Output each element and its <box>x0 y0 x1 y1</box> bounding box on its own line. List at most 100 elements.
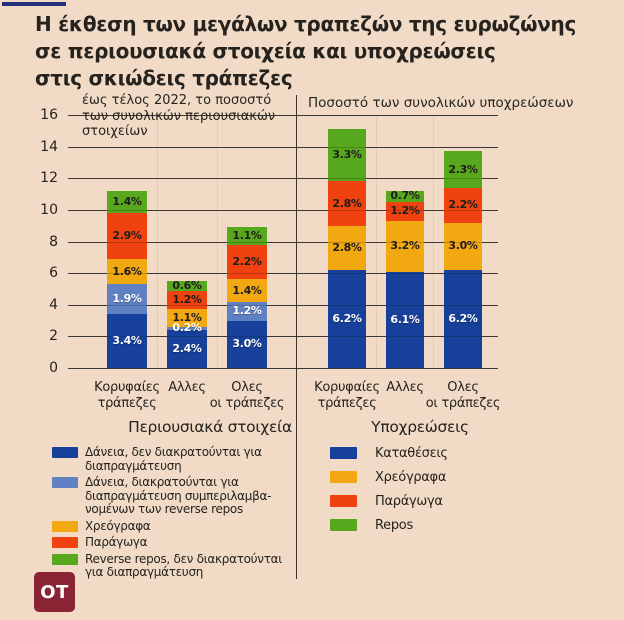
bar-value-label: 2.2% <box>232 255 262 269</box>
bar-value-label: 2.9% <box>112 228 142 242</box>
legend-item: Δάνεια, δεν διακρατούνται για διαπραγμάτ… <box>52 445 297 473</box>
bar-segment <box>167 309 207 327</box>
legend-item: Δάνεια, διακρατούνται για διαπραγμάτευση… <box>52 475 297 517</box>
bar-segment <box>444 222 482 270</box>
gridline <box>68 241 498 243</box>
legend-label: Καταθέσεις <box>375 446 448 461</box>
legend-item: Χρεόγραφα <box>52 518 297 534</box>
bar-segment <box>386 220 424 272</box>
bar-segment <box>167 326 207 331</box>
gridline <box>68 368 498 369</box>
title-line-1: Η έκθεση των μεγάλων τραπεζών της ευρωζώ… <box>35 12 576 36</box>
x-category-label: Αλλες <box>168 380 206 395</box>
bar-value-label: 1.4% <box>112 194 142 208</box>
title-line-2: σε περιουσιακά στοιχεία και υποχρεώσεις <box>35 39 496 63</box>
bar-segment <box>107 190 147 214</box>
bar-segment <box>328 269 366 368</box>
gridline-overlay <box>68 209 498 211</box>
y-tick-label: 2 <box>49 328 58 345</box>
bar-segment <box>386 201 424 221</box>
y-tick-label: 10 <box>40 201 58 218</box>
bar-segment <box>167 330 207 368</box>
assets-subtitle: έως τέλος 2022, το ποσοστό των συνολικών… <box>82 93 297 140</box>
legend-swatch <box>330 519 357 531</box>
gridline <box>68 115 498 116</box>
gridline-overlay <box>68 178 498 180</box>
legend-swatch <box>330 447 357 459</box>
legend-swatch <box>330 495 357 507</box>
gridline-overlay <box>68 115 498 116</box>
bar-value-label: 1.2% <box>390 204 420 218</box>
page-title: Η έκθεση των μεγάλων τραπεζών της ευρωζώ… <box>35 11 610 92</box>
bar-segment <box>107 213 147 259</box>
gridline <box>68 178 498 180</box>
bar-value-label: 0.7% <box>390 189 420 203</box>
bar-value-label: 1.2% <box>172 293 202 306</box>
gridline-overlay <box>68 273 498 275</box>
bar-value-label: 3.2% <box>390 239 420 253</box>
y-tick-label: 14 <box>40 138 58 155</box>
bar-segment <box>107 314 147 368</box>
legend-item: Repos <box>330 518 590 542</box>
bar-value-label: 1.6% <box>112 264 142 278</box>
bar-value-label: 2.8% <box>332 196 362 210</box>
legend-item: Reverse repos, δεν διακρατούνται για δια… <box>52 552 297 580</box>
liabilities-subtitle: Ποσοστό των συνολικών υποχρεώσεων <box>308 95 574 111</box>
gridline <box>68 146 498 148</box>
legend-swatch <box>52 537 78 548</box>
bar-value-label: 3.4% <box>112 334 142 348</box>
legend-item: Παράγωγα <box>52 535 297 550</box>
gridline-overlay <box>68 336 498 338</box>
bar-segment <box>227 227 267 245</box>
bar-value-label: 2.3% <box>448 162 478 176</box>
bar-segment <box>328 129 366 182</box>
bar-segment <box>444 187 482 223</box>
y-tick-label: 6 <box>49 265 58 282</box>
legend-label: Repos <box>375 518 413 533</box>
bar-value-label: 2.4% <box>172 342 202 356</box>
legend-swatch <box>52 447 78 458</box>
bar-segment <box>107 258 147 285</box>
assets-subtitle-line-3: στοιχείων <box>82 124 148 139</box>
bar-segment <box>328 181 366 226</box>
y-tick-label: 0 <box>49 360 58 376</box>
bar-segment <box>227 320 267 368</box>
bar-segment <box>107 284 147 315</box>
bar-value-label: 6.2% <box>448 311 478 325</box>
legend-assets: Δάνεια, δεν διακρατούνται για διαπραγμάτ… <box>52 445 297 583</box>
bar-segment <box>386 271 424 368</box>
legend-label: Δάνεια, διακρατούνται για διαπραγμάτευση… <box>85 475 272 516</box>
bar-value-label: 1.4% <box>232 283 262 297</box>
y-tick-label: 12 <box>40 170 58 187</box>
legend-label: Χρεόγραφα <box>85 518 151 533</box>
assets-subtitle-line-1: έως τέλος 2022, το ποσοστό <box>82 93 272 108</box>
x-category-label: Κορυφαίες τράπεζες <box>94 380 160 411</box>
bar-value-label: 0.2% <box>172 321 202 335</box>
title-line-3: στις σκιώδεις τράπεζες <box>35 66 293 90</box>
bar-value-label: 6.1% <box>390 312 420 326</box>
bar-value-label: 1.1% <box>172 311 202 325</box>
legend-item: Καταθέσεις <box>330 446 590 470</box>
gridline <box>68 336 498 338</box>
bar-value-label: 1.1% <box>232 228 262 242</box>
legend-item: Παράγωγα <box>330 494 590 518</box>
bar-segment <box>444 269 482 368</box>
y-tick-label: 4 <box>49 296 58 313</box>
bar-segment <box>227 279 267 302</box>
x-category-label: Ολες οι τράπεζες <box>425 380 501 411</box>
assets-subtitle-line-2: των συνολικών περιουσιακών <box>82 108 276 124</box>
bar-segment <box>167 281 207 291</box>
gridline-overlay <box>68 368 498 369</box>
bar-value-label: 2.8% <box>332 240 362 254</box>
gridline-overlay <box>68 304 498 306</box>
legend-swatch <box>330 471 357 483</box>
bar-value-label: 6.2% <box>332 311 362 325</box>
gridline <box>68 273 498 275</box>
assets-caption: Περιουσιακά στοιχεία <box>128 418 292 436</box>
y-tick-label: 8 <box>49 233 58 250</box>
bar-value-label: 3.0% <box>448 239 478 253</box>
bar-segment <box>227 244 267 280</box>
gridline <box>68 209 498 211</box>
bar-value-label: 3.3% <box>332 148 362 162</box>
